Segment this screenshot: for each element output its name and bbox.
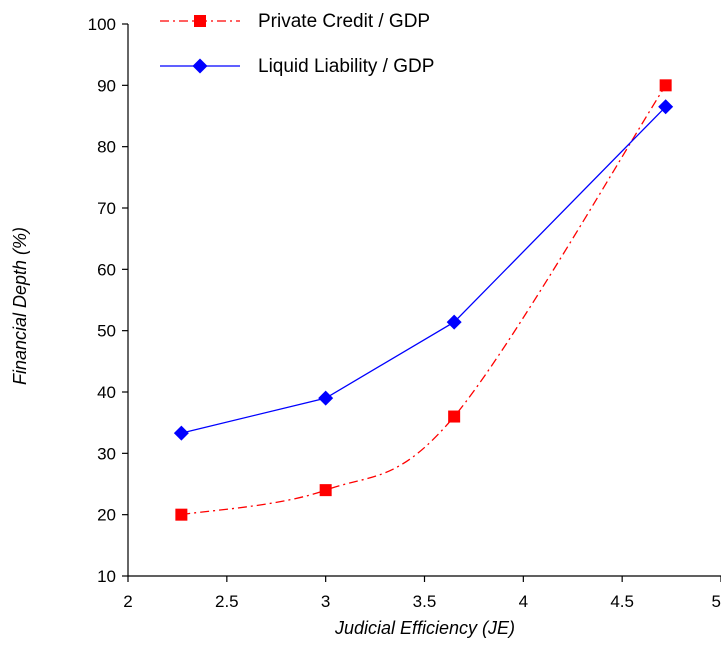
series-line xyxy=(181,106,667,434)
x-tick-label: 2 xyxy=(123,592,132,611)
x-tick-label: 5 xyxy=(712,592,721,611)
x-tick-label: 4 xyxy=(519,592,528,611)
y-tick-label: 30 xyxy=(97,444,116,463)
data-point xyxy=(448,410,461,423)
x-tick-label: 4.5 xyxy=(610,592,634,611)
series-line xyxy=(181,84,667,516)
y-tick-label: 90 xyxy=(97,76,116,95)
y-tick-label: 10 xyxy=(97,567,116,586)
legend-marker xyxy=(194,15,206,27)
series-private-credit xyxy=(175,79,672,521)
data-point xyxy=(318,390,334,406)
legend-label: Liquid Liability / GDP xyxy=(258,56,434,77)
x-tick-label: 2.5 xyxy=(215,592,239,611)
data-point xyxy=(658,99,674,115)
data-point xyxy=(319,484,332,497)
data-point xyxy=(659,79,672,92)
series-layer xyxy=(173,79,674,521)
y-tick-label: 60 xyxy=(97,260,116,279)
legend-item: Liquid Liability / GDP xyxy=(160,56,434,77)
legend-item: Private Credit / GDP xyxy=(160,11,430,32)
data-point xyxy=(173,425,189,441)
legend-marker xyxy=(192,58,208,74)
data-point xyxy=(446,314,462,330)
series-liquid-liability xyxy=(173,99,674,441)
y-axis-title: Financial Depth (%) xyxy=(10,227,30,385)
data-point xyxy=(175,508,188,521)
legend: Private Credit / GDP Liquid Liability / G… xyxy=(160,11,434,77)
y-tick-label: 20 xyxy=(97,506,116,525)
x-tick-label: 3.5 xyxy=(413,592,437,611)
y-tick-label: 50 xyxy=(97,322,116,341)
y-tick-label: 80 xyxy=(97,138,116,157)
x-axis-title: Judicial Efficiency (JE) xyxy=(334,618,515,638)
y-tick-label: 70 xyxy=(97,199,116,218)
y-tick-label: 40 xyxy=(97,383,116,402)
axes: 10 20 30 40 50 60 70 80 90 100 2 2.5 3 3.5 4 4.5 5 xyxy=(88,15,721,611)
x-tick-label: 3 xyxy=(321,592,330,611)
legend-label: Private Credit / GDP xyxy=(258,11,430,32)
y-tick-label: 100 xyxy=(88,15,116,34)
